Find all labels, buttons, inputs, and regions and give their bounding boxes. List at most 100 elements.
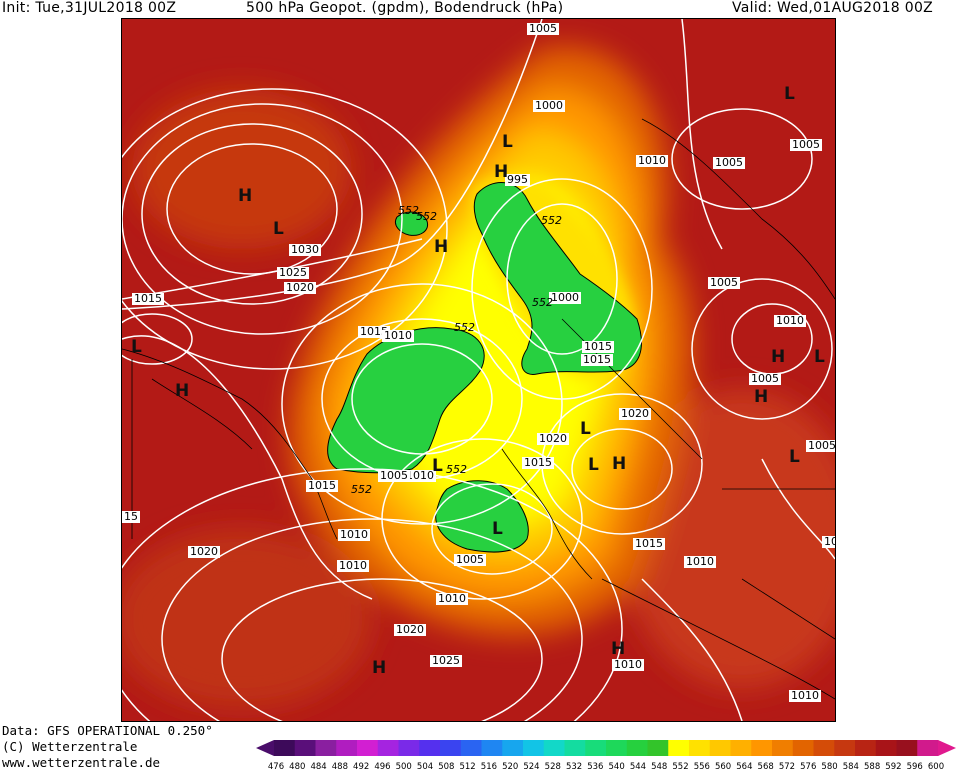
init-time: Init: Tue,31JUL2018 00Z	[2, 0, 177, 16]
height-label: 552	[446, 463, 467, 476]
pressure-label: 1020	[619, 407, 651, 420]
colorbar-tick-label: 512	[459, 762, 475, 770]
colorbar-swatch	[751, 740, 773, 756]
height-label: 552	[454, 321, 475, 334]
colorbar-tick-label: 548	[651, 762, 667, 770]
colorbar-swatch	[564, 740, 586, 756]
pressure-label: 1030	[289, 243, 321, 256]
low-height-region-small	[395, 211, 429, 236]
colorbar-tick-label: 488	[332, 762, 348, 770]
low-pressure-center: L	[131, 337, 142, 357]
low-height-region-south	[435, 480, 529, 553]
pressure-label: 995	[505, 173, 530, 186]
pressure-label: 1010	[338, 528, 370, 541]
pressure-label: 1015	[581, 353, 613, 366]
colorbar-tick-label: 584	[843, 762, 859, 770]
pressure-label: 1015	[132, 292, 164, 305]
pressure-label: 1010	[436, 592, 468, 605]
colorbar-swatch	[543, 740, 565, 756]
copyright: (C) Wetterzentrale	[2, 739, 138, 754]
colorbar-swatch	[398, 740, 420, 756]
pressure-label: 1005	[749, 372, 781, 385]
colorbar-swatch	[689, 740, 711, 756]
pressure-label: 1005	[378, 469, 410, 482]
pressure-label: 1005	[708, 276, 740, 289]
height-label: 552	[532, 296, 553, 309]
colorbar-swatch	[294, 740, 316, 756]
pressure-label: 1010	[337, 559, 369, 572]
website-url[interactable]: www.wetterzentrale.de	[2, 755, 161, 770]
colorbar-tick-label: 580	[821, 762, 837, 770]
low-pressure-center: L	[492, 519, 503, 539]
colorbar-swatch	[440, 740, 462, 756]
data-source: Data: GFS OPERATIONAL 0.250°	[2, 723, 213, 738]
height-label: 552	[398, 204, 419, 217]
colorbar-tick-label: 508	[438, 762, 454, 770]
colorbar-swatch	[834, 740, 856, 756]
pressure-label: 1015	[633, 537, 665, 550]
low-pressure-center: L	[789, 447, 800, 467]
pressure-label: 1005	[713, 156, 745, 169]
colorbar-swatch	[855, 740, 877, 756]
pressure-label: 1005	[527, 22, 559, 35]
colorbar-swatch	[792, 740, 814, 756]
colorbar-tick-label: 520	[502, 762, 518, 770]
colorbar-tick-label: 524	[523, 762, 539, 770]
colorbar-swatch	[606, 740, 628, 756]
colorbar-tick-label: 596	[907, 762, 923, 770]
colorbar-tick-label: 476	[268, 762, 284, 770]
colorbar-swatch	[502, 740, 524, 756]
colorbar-tick-label: 496	[374, 762, 390, 770]
low-pressure-center: L	[580, 419, 591, 439]
colorbar-tick-label: 528	[545, 762, 561, 770]
colorbar-tick-label: 568	[758, 762, 774, 770]
high-pressure-center: H	[754, 387, 769, 407]
colorbar-tick-label: 592	[885, 762, 901, 770]
colorbar-swatch	[647, 740, 669, 756]
high-pressure-center: H	[612, 454, 627, 474]
pressure-label: 1005	[806, 439, 836, 452]
colorbar-tick-label: 564	[736, 762, 752, 770]
colorbar-tick-label: 560	[715, 762, 731, 770]
geopotential-field	[122, 19, 835, 721]
map-title: 500 hPa Geopot. (gpdm), Bodendruck (hPa)	[246, 0, 564, 16]
colorbar-tick-label: 484	[310, 762, 326, 770]
high-pressure-center: H	[434, 237, 449, 257]
colorbar-tick-label: 504	[417, 762, 433, 770]
colorbar-swatch	[315, 740, 337, 756]
pressure-label: 1010	[774, 314, 806, 327]
isobars	[122, 19, 835, 721]
pressure-label: 1015	[306, 479, 338, 492]
valid-time: Valid: Wed,01AUG2018 00Z	[732, 0, 934, 16]
pressure-label: 15	[122, 510, 140, 523]
colorbar-tick-label: 536	[587, 762, 603, 770]
colorbar-swatch	[668, 740, 690, 756]
low-pressure-center: L	[273, 219, 284, 239]
pressure-label: 1005	[790, 138, 822, 151]
pressure-label: 1010	[404, 469, 436, 482]
colorbar-swatch	[917, 740, 939, 756]
pressure-label: 1000	[533, 99, 565, 112]
high-pressure-center: H	[771, 347, 786, 367]
colorbar-tick-label: 552	[672, 762, 688, 770]
pressure-label: 1000	[549, 291, 581, 304]
colorbar-swatch	[709, 740, 731, 756]
colorbar-tick-label: 600	[928, 762, 944, 770]
low-pressure-center: L	[814, 347, 825, 367]
low-pressure-center: L	[588, 455, 599, 475]
colorbar-swatch	[626, 740, 648, 756]
pressure-label: 1010	[789, 689, 821, 702]
high-pressure-center: H	[175, 381, 190, 401]
pressure-label: 1025	[277, 266, 309, 279]
colorbar-tick-label: 588	[864, 762, 880, 770]
colorbar-tick-label: 516	[481, 762, 497, 770]
pressure-label: 1010	[636, 154, 668, 167]
high-pressure-center: H	[372, 658, 387, 678]
colorbar-swatch	[523, 740, 545, 756]
high-pressure-center: H	[611, 639, 626, 659]
colorbar-swatch	[357, 740, 379, 756]
pressure-label: 10	[822, 536, 835, 548]
colorbar-swatch	[730, 740, 752, 756]
pressure-label: 1010	[382, 329, 414, 342]
pressure-label: 1020	[188, 545, 220, 558]
